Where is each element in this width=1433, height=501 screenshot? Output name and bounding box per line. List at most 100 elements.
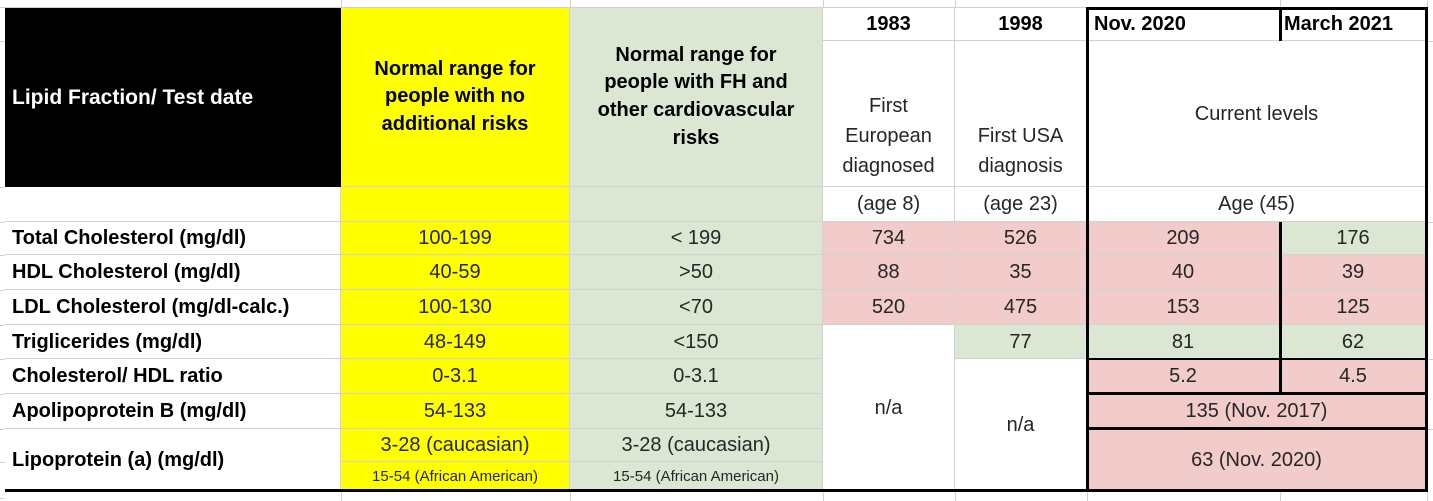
gridline-stub [1428,41,1433,42]
cell-lpa-no-risk-caucasian[interactable]: 3-28 (caucasian) [341,429,570,462]
cell-header-year-1998[interactable]: 1998 [955,8,1087,41]
gridline-stub [570,0,571,7]
lipid-results-table: Lipid Fraction/ Test date Normal range f… [5,8,1427,492]
gridline-stub [1427,0,1428,7]
cell-label-chol-hdl-ratio[interactable]: Cholesterol/ HDL ratio [5,359,341,394]
thick-border-below-ratio [1087,392,1427,395]
cell-total-no-risk[interactable]: 100-199 [341,222,570,255]
thick-divider-header [1279,8,1282,41]
gridline-stub [1428,222,1433,223]
thick-border-top [1086,7,1428,10]
cell-trig-fh-risk[interactable]: <150 [570,325,823,359]
thick-divider-data [1279,222,1282,394]
cell-lpa-current-merged[interactable]: 63 (Nov. 2020) [1087,429,1427,492]
gridline-stub [0,394,5,395]
cell-age-current[interactable]: Age (45) [1087,187,1427,222]
cell-header-year-1983[interactable]: 1983 [823,8,955,41]
cell-header-nov-2020[interactable]: Nov. 2020 [1087,8,1280,41]
cell-age-1983[interactable]: (age 8) [823,187,955,222]
gridline-stub [1427,492,1428,501]
gridline-stub [1280,0,1281,7]
cell-lpa-no-risk-african-american[interactable]: 15-54 (African American) [341,462,570,492]
gridline-stub [1280,492,1281,501]
cell-total-1998[interactable]: 526 [955,222,1087,255]
cell-label-triglicerides[interactable]: Triglicerides (mg/dl) [5,325,341,359]
cell-age-row-green-blank[interactable] [570,187,823,222]
gridline-stub [0,462,5,463]
cell-desc-1998[interactable]: First USA diagnosis [955,41,1087,187]
gridline-stub [0,7,1087,8]
cell-label-apolipoprotein-b[interactable]: Apolipoprotein B (mg/dl) [5,394,341,429]
cell-corner-header[interactable]: Lipid Fraction/ Test date [5,8,341,187]
cell-lpa-fh-risk-caucasian[interactable]: 3-28 (caucasian) [570,429,823,462]
cell-hdl-1983[interactable]: 88 [823,255,955,290]
gridline-stub [0,429,5,430]
cell-ldl-mar2021[interactable]: 125 [1280,290,1427,325]
cell-trig-mar2021[interactable]: 62 [1280,325,1427,359]
cell-trig-nov2020[interactable]: 81 [1087,325,1280,359]
cell-label-ldl[interactable]: LDL Cholesterol (mg/dl-calc.) [5,290,341,325]
gridline-stub [955,0,956,7]
gridline-stub [0,255,5,256]
cell-hdl-mar2021[interactable]: 39 [1280,255,1427,290]
gridline-stub [570,492,571,501]
gridline-stub [0,359,5,360]
cell-age-row-blank[interactable] [5,187,341,222]
cell-ratio-mar2021[interactable]: 4.5 [1280,359,1427,394]
cell-age-1998[interactable]: (age 23) [955,187,1087,222]
thick-border-below-apob [1087,427,1427,430]
gridline-stub [823,0,824,7]
gridline-stub [341,492,342,501]
cell-ldl-no-risk[interactable]: 100-130 [341,290,570,325]
cell-total-fh-risk[interactable]: < 199 [570,222,823,255]
thick-border-above-ratio [1087,358,1427,360]
cell-age-row-yellow-blank[interactable] [341,187,570,222]
cell-apob-current-merged[interactable]: 135 (Nov. 2017) [1087,394,1427,429]
thick-border-left [1086,8,1089,492]
cell-ldl-1998[interactable]: 475 [955,290,1087,325]
cell-ldl-fh-risk[interactable]: <70 [570,290,823,325]
cell-hdl-1998[interactable]: 35 [955,255,1087,290]
cell-current-levels[interactable]: Current levels [1087,41,1427,187]
gridline-stub [0,290,5,291]
cell-hdl-no-risk[interactable]: 40-59 [341,255,570,290]
cell-trig-1998[interactable]: 77 [955,325,1087,359]
cell-hdl-nov2020[interactable]: 40 [1087,255,1280,290]
cell-label-hdl[interactable]: HDL Cholesterol (mg/dl) [5,255,341,290]
cell-ldl-nov2020[interactable]: 153 [1087,290,1280,325]
cell-apob-no-risk[interactable]: 54-133 [341,394,570,429]
cell-apob-fh-risk[interactable]: 54-133 [570,394,823,429]
cell-total-mar2021[interactable]: 176 [1280,222,1427,255]
thick-border-bottom [5,489,1428,492]
thick-border-right [1425,8,1428,492]
cell-desc-1983[interactable]: First European diagnosed [823,41,955,187]
cell-label-lipoprotein-a[interactable]: Lipoprotein (a) (mg/dl) [5,429,341,492]
cell-lpa-fh-risk-african-american[interactable]: 15-54 (African American) [570,462,823,492]
gridline-stub [823,492,824,501]
gridline-stub [0,498,5,499]
cell-ratio-nov2020[interactable]: 5.2 [1087,359,1280,394]
cell-1998-na-merged[interactable]: n/a [955,359,1087,492]
gridline-stub [1428,359,1433,360]
cell-header-march-2021[interactable]: March 2021 [1280,8,1427,41]
cell-total-nov2020[interactable]: 209 [1087,222,1280,255]
gridline-stub [0,41,5,42]
cell-1983-na-merged[interactable]: n/a [823,325,955,492]
cell-trig-no-risk[interactable]: 48-149 [341,325,570,359]
gridline-stub [0,187,5,188]
cell-hdl-fh-risk[interactable]: >50 [570,255,823,290]
gridline-stub [1087,492,1088,501]
gridline-stub [341,0,342,7]
gridline-stub [0,222,5,223]
cell-header-fh-risk-range[interactable]: Normal range for people with FH and othe… [570,8,823,187]
gridline-stub [0,325,5,326]
cell-label-total-cholesterol[interactable]: Total Cholesterol (mg/dl) [5,222,341,255]
cell-ldl-1983[interactable]: 520 [823,290,955,325]
cell-total-1983[interactable]: 734 [823,222,955,255]
cell-ratio-fh-risk[interactable]: 0-3.1 [570,359,823,394]
cell-header-no-risk-range[interactable]: Normal range for people with no addition… [341,8,570,187]
gridline-stub [955,492,956,501]
gridline-stub [1428,429,1433,430]
cell-ratio-no-risk[interactable]: 0-3.1 [341,359,570,394]
